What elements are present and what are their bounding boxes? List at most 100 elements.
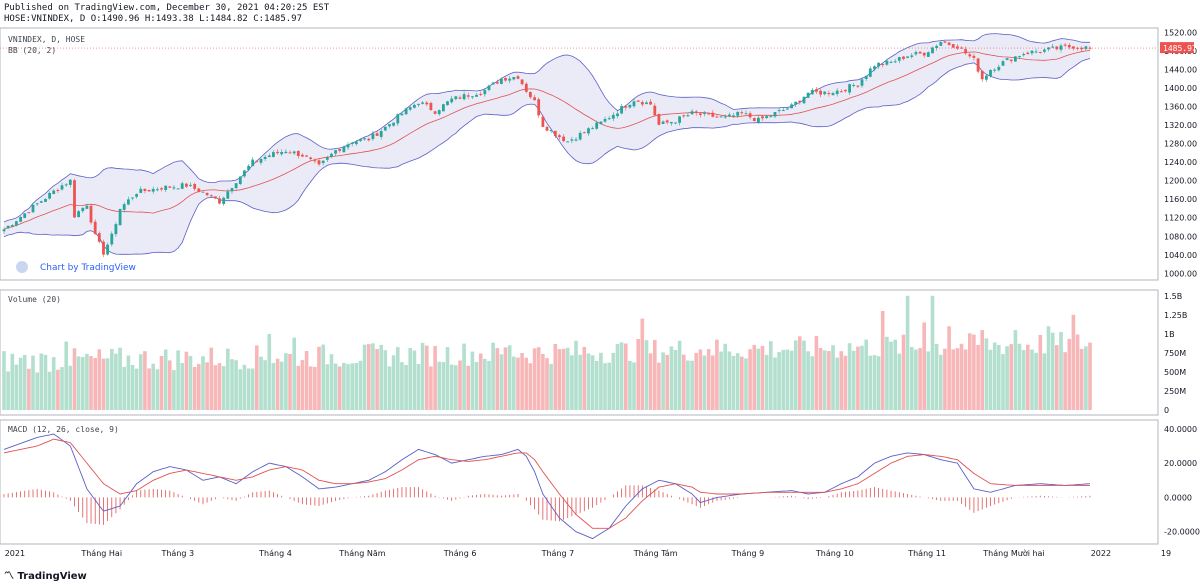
volume-bar [250,368,255,410]
volume-bar [785,349,790,410]
candle-body [640,102,644,105]
candle-body [599,121,603,124]
candle-body [922,52,926,56]
volume-bar [727,351,732,410]
volume-bar [51,357,56,410]
candle-body [39,201,43,203]
volume-tick-label: 1.25B [1164,311,1187,320]
volume-bar [325,364,330,410]
last-price-value: 1485.97 [1163,44,1197,53]
volume-bar [781,349,786,410]
candle-body [247,165,250,170]
candle-body [143,188,147,191]
macd-line [3,433,1091,540]
volume-bar [101,358,106,410]
candle-body [781,110,785,111]
candle-body [653,105,657,116]
candle-body [748,113,752,118]
candle-body [375,133,379,136]
candle-body [284,151,288,154]
volume-bar [433,346,437,410]
volume-bar [806,351,810,410]
candle-body [980,70,984,80]
candle-body [97,233,101,242]
volume-bar [1026,344,1030,410]
candle-body [388,124,391,127]
candle-body [1072,46,1075,49]
candle-body [769,115,773,117]
volume-bar [76,356,81,410]
candle-body [483,90,487,95]
candle-body [85,205,89,209]
volume-bar [798,336,802,410]
candle-body [686,115,690,117]
volume-bar [217,363,222,410]
candle-body [740,112,744,114]
candle-body [508,78,512,81]
volume-bar [570,355,574,410]
volume-bar [885,336,889,410]
candle-body [10,225,14,227]
candle-body [773,112,777,117]
volume-bar [255,345,259,410]
volume-bar [337,366,342,410]
volume-bar [532,348,537,410]
candle-body [309,157,313,159]
time-tick-label: Tháng Năm [338,549,385,558]
volume-bar [860,345,864,410]
candle-body [185,183,188,187]
candle-body [570,139,574,141]
macd-pane-frame [0,419,1159,545]
volume-bar [628,360,632,410]
candle-body [989,70,992,76]
candle-body [313,160,317,162]
volume-tick-label: 750M [1164,349,1186,358]
volume-bar [491,342,495,410]
candle-body [956,46,959,49]
volume-bar [603,363,607,410]
candle-body [578,132,582,140]
macd-pane-title: MACD (12, 26, close, 9) [8,425,119,434]
bb-basis-line [3,50,1091,230]
candle-body [342,146,346,153]
volume-bar [752,344,757,410]
volume-bar [478,353,483,410]
candle-body [156,189,159,191]
volume-bar [959,343,964,410]
chart-svg[interactable]: 1520.001480.001440.001400.001360.001320.… [0,0,1200,566]
volume-bar [557,349,562,410]
volume-bar [1009,344,1013,410]
candle-body [19,216,22,222]
volume-bar [396,347,400,410]
volume-bar [271,363,276,410]
volume-bar [230,359,234,410]
volume-bar [263,360,267,410]
volume-bar [512,356,516,410]
volume-bar [60,367,64,410]
candle-body [218,198,221,204]
volume-bar [122,366,126,410]
volume-bar [420,342,425,410]
candle-body [442,104,445,112]
volume-bar [802,340,806,410]
tradingview-watermark[interactable]: Chart by TradingView [16,261,136,273]
volume-bar [760,345,765,410]
volume-bar [1013,330,1018,410]
candle-body [628,104,632,108]
candle-body [338,149,342,151]
volume-bar [404,365,408,410]
candle-body [354,141,358,145]
candle-body [723,116,727,118]
volume-bar [184,351,189,410]
volume-bar [524,357,529,410]
candle-body [379,131,383,137]
volume-bar [147,368,151,410]
volume-bar [777,352,781,410]
candle-body [429,103,433,111]
candle-body [831,93,835,96]
volume-bar [980,330,984,410]
volume-pane-title: Volume (20) [8,295,61,304]
candle-body [118,208,122,226]
macd-tick-label: 0.0000 [1164,493,1192,502]
volume-bar [1075,334,1080,410]
